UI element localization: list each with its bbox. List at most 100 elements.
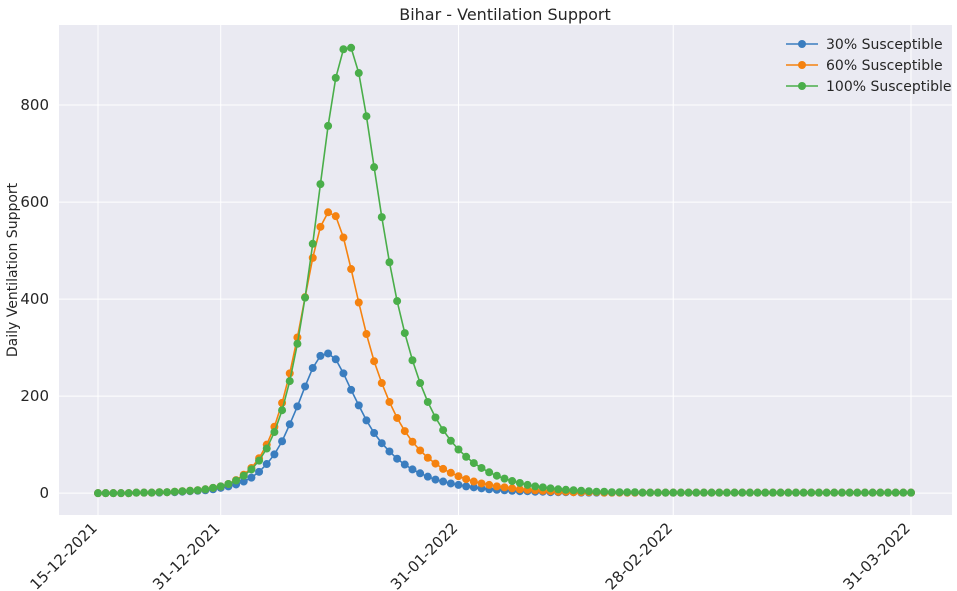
data-point [239, 477, 248, 486]
data-point [293, 402, 302, 411]
plot-area [59, 25, 952, 515]
data-point [715, 488, 724, 497]
data-point [423, 453, 432, 462]
data-point [607, 488, 616, 497]
data-point [400, 427, 409, 436]
data-point [446, 436, 455, 445]
data-point [753, 488, 762, 497]
y-tick-label: 600 [20, 193, 49, 211]
data-point [439, 477, 448, 486]
data-point [247, 465, 256, 474]
data-point [830, 488, 839, 497]
data-point [722, 488, 731, 497]
data-point [745, 488, 754, 497]
data-point [278, 406, 287, 415]
data-point [462, 475, 471, 484]
data-point [385, 447, 394, 456]
x-tick-label: 31-03-2022 [839, 519, 913, 591]
y-tick-label: 200 [20, 387, 49, 405]
data-point [339, 45, 348, 54]
data-point [891, 488, 900, 497]
data-point [347, 43, 356, 52]
data-point [354, 298, 363, 307]
data-point [270, 450, 279, 459]
data-point [408, 437, 417, 446]
data-point [270, 428, 279, 437]
data-point [538, 483, 547, 492]
data-point [301, 293, 310, 302]
data-point [807, 488, 816, 497]
data-point [546, 484, 555, 493]
data-point [224, 479, 233, 488]
legend-marker [798, 61, 806, 69]
data-point [431, 413, 440, 422]
data-point [347, 265, 356, 274]
data-point [147, 488, 156, 497]
data-point [577, 486, 586, 495]
data-point [439, 426, 448, 435]
data-point [791, 488, 800, 497]
data-point [515, 478, 524, 487]
y-tick-label: 400 [20, 290, 49, 308]
legend-marker [798, 82, 806, 90]
data-point [163, 488, 172, 497]
data-point [515, 485, 524, 494]
data-point [316, 351, 325, 360]
data-point [454, 445, 463, 454]
data-point [247, 473, 256, 482]
data-point [492, 471, 501, 480]
data-point [784, 488, 793, 497]
data-point [446, 479, 455, 488]
x-tick-label: 31-01-2022 [387, 519, 461, 591]
data-point [653, 488, 662, 497]
data-point [124, 489, 133, 498]
data-point [462, 452, 471, 461]
data-point [178, 487, 187, 496]
data-point [308, 364, 317, 372]
data-point [370, 429, 379, 438]
data-point [554, 485, 563, 494]
data-point [899, 488, 908, 497]
data-point [531, 482, 540, 491]
data-point [370, 357, 379, 366]
data-point [331, 212, 340, 221]
data-point [354, 401, 363, 410]
data-point [454, 480, 463, 489]
data-point [278, 437, 287, 446]
data-point [500, 483, 509, 492]
data-point [799, 488, 808, 497]
data-point [684, 488, 693, 497]
y-axis: 0 200 400 600 800 [20, 96, 49, 502]
data-point [676, 488, 685, 497]
data-point [201, 485, 210, 494]
data-point [301, 382, 310, 391]
legend: 30% Susceptible 60% Susceptible 100% Susce… [786, 37, 952, 95]
data-point [439, 464, 448, 473]
x-tick-label: 28-02-2022 [602, 519, 676, 591]
data-point [508, 477, 517, 486]
data-point [485, 468, 494, 477]
data-point [699, 488, 708, 497]
data-point [331, 355, 340, 364]
data-point [492, 482, 501, 491]
data-point [377, 439, 386, 448]
data-point [255, 467, 264, 476]
data-point [416, 469, 425, 478]
data-point [285, 420, 294, 429]
data-point [262, 444, 271, 453]
data-point [316, 222, 325, 231]
data-point [423, 397, 432, 406]
data-point [845, 488, 854, 497]
data-point [416, 379, 425, 388]
data-point [523, 480, 532, 489]
x-axis: 15-12-2021 31-12-2021 31-01-2022 28-02-2022… [26, 519, 913, 591]
data-point [377, 213, 386, 222]
data-point [193, 486, 202, 495]
data-point [776, 488, 785, 497]
data-point [324, 208, 333, 217]
data-point [400, 329, 409, 338]
y-tick-label: 0 [39, 484, 49, 502]
data-point [362, 112, 371, 121]
data-point [339, 369, 348, 378]
